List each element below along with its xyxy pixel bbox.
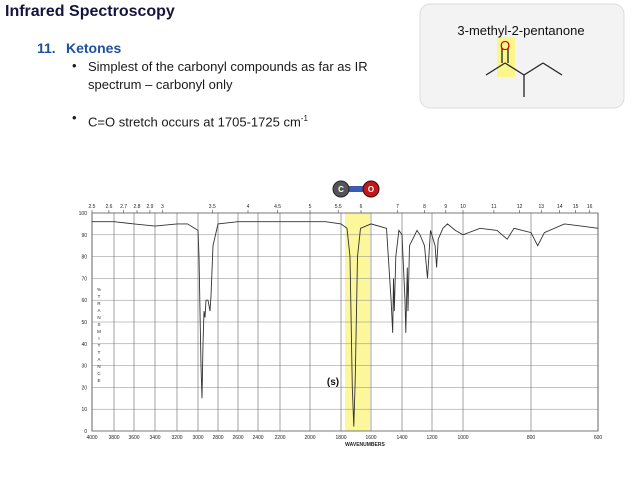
top-tick-label: 13 xyxy=(539,204,545,210)
top-tick-label: 5.5 xyxy=(335,204,342,210)
top-tick-label: 12 xyxy=(517,204,523,210)
top-tick-label: 11 xyxy=(491,204,496,210)
x-axis-label: WAVENUMBERS xyxy=(345,442,385,448)
top-tick-label: 10 xyxy=(460,204,466,210)
bullet-text: C=O stretch occurs at 1705-1725 cm xyxy=(88,114,301,130)
superscript: -1 xyxy=(300,114,308,123)
x-tick-label: 3600 xyxy=(128,435,139,441)
bullet-text: Simplest of the carbonyl compounds as fa… xyxy=(88,59,368,92)
top-tick-label: 2.9 xyxy=(146,204,153,210)
x-tick-label: 2200 xyxy=(274,435,285,441)
x-tick-label: 2600 xyxy=(232,435,243,441)
x-tick-label: 3800 xyxy=(108,435,119,441)
bullet-dot: • xyxy=(72,58,77,73)
x-tick-label: 2000 xyxy=(304,435,315,441)
y-tick-label: 0 xyxy=(84,429,87,435)
molecule-bonds xyxy=(485,48,563,97)
top-tick-label: 2.6 xyxy=(105,204,112,210)
x-tick-label: 4000 xyxy=(86,435,97,441)
x-tick-label: 1600 xyxy=(365,435,376,441)
y-tick-label: 90 xyxy=(81,233,87,239)
bullet-dot: • xyxy=(72,110,77,125)
icon-oxygen xyxy=(362,180,380,198)
peak-annotation: (s) xyxy=(327,377,339,388)
molecule-name: 3-methyl-2-pentanone xyxy=(457,23,584,38)
top-tick-label: 4.5 xyxy=(274,204,281,210)
y-axis-label: %TRANSMITTANCE xyxy=(96,287,101,385)
section-number: 11. xyxy=(37,40,56,56)
y-tick-label: 20 xyxy=(81,385,87,391)
top-tick-label: 8 xyxy=(423,204,426,210)
molecule-box xyxy=(419,3,625,109)
y-tick-label: 60 xyxy=(81,298,87,304)
y-tick-label: 30 xyxy=(81,364,87,370)
y-tick-label: 40 xyxy=(81,342,87,348)
y-tick-label: 70 xyxy=(81,276,87,282)
top-tick-label: 7 xyxy=(396,204,399,210)
x-tick-label: 600 xyxy=(594,435,603,441)
x-tick-label: 2400 xyxy=(252,435,263,441)
x-tick-label: 2800 xyxy=(212,435,223,441)
icon-c-label: C xyxy=(338,185,344,194)
top-tick-label: 9 xyxy=(444,204,447,210)
x-tick-label: 3000 xyxy=(192,435,203,441)
top-tick-label: 6 xyxy=(360,204,363,210)
icon-carbon xyxy=(332,180,350,198)
icon-bond xyxy=(345,186,373,192)
top-tick-label: 2.8 xyxy=(134,204,141,210)
top-tick-label: 3 xyxy=(161,204,164,210)
y-tick-label: 50 xyxy=(81,320,87,326)
top-tick-label: 2.5 xyxy=(89,204,96,210)
top-tick-label: 2.7 xyxy=(120,204,127,210)
x-tick-label: 1400 xyxy=(396,435,407,441)
x-tick-label: 1000 xyxy=(457,435,468,441)
top-tick-label: 14 xyxy=(557,204,563,210)
oxygen-label: O xyxy=(500,38,510,53)
top-tick-label: 16 xyxy=(587,204,593,210)
icon-o-label: O xyxy=(368,185,374,194)
x-tick-label: 1800 xyxy=(335,435,346,441)
y-tick-label: 100 xyxy=(79,211,88,217)
x-tick-label: 3200 xyxy=(171,435,182,441)
spectrum-line xyxy=(92,221,599,427)
bullet-text: C=O stretch occurs at 1705-1725 cm-1 xyxy=(88,110,308,131)
top-tick-label: 15 xyxy=(573,204,579,210)
y-tick-label: 10 xyxy=(81,407,87,413)
slide-title: Infrared Spectroscopy xyxy=(5,3,175,20)
section-title: Ketones xyxy=(66,40,122,56)
top-tick-label: 4 xyxy=(247,204,250,210)
top-tick-label: 3.5 xyxy=(209,204,216,210)
x-tick-label: 800 xyxy=(527,435,536,441)
y-tick-label: 80 xyxy=(81,255,87,261)
top-tick-label: 5 xyxy=(309,204,312,210)
x-tick-label: 3400 xyxy=(149,435,160,441)
x-tick-label: 1200 xyxy=(426,435,437,441)
